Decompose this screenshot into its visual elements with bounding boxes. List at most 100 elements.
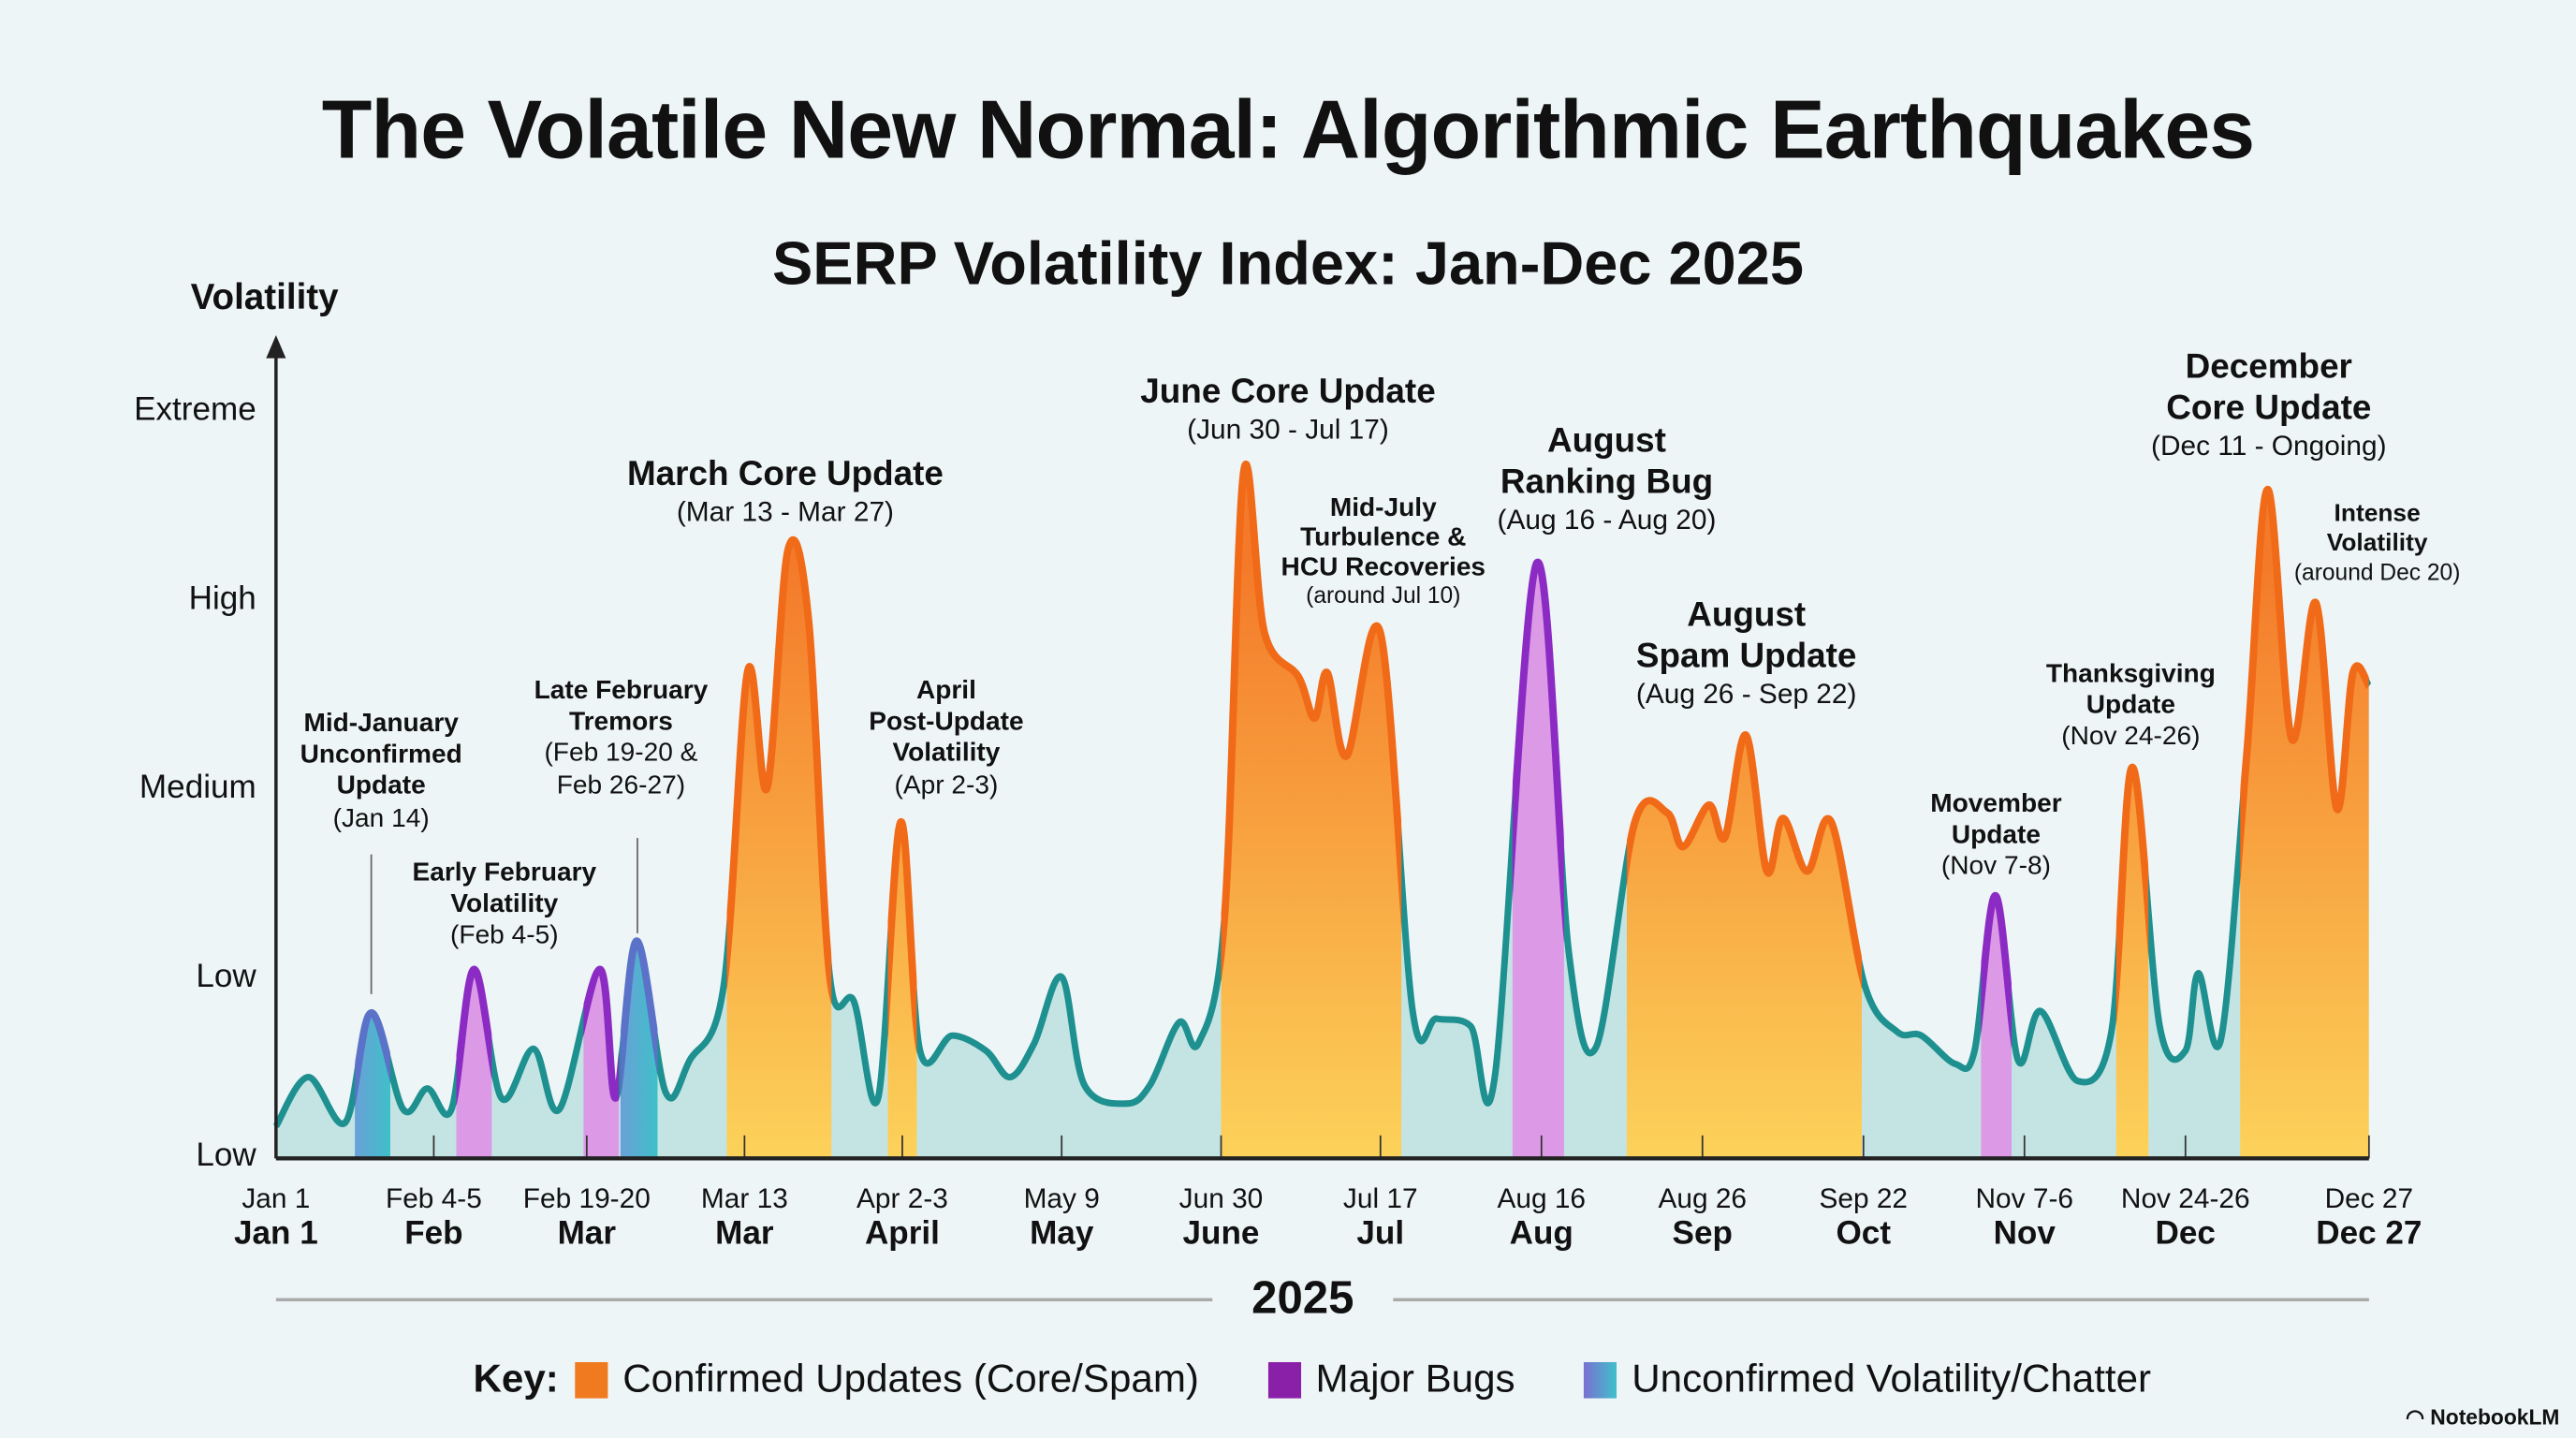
annotation-late-february: Late February Tremors (Feb 19-20 & Feb 2… [534,675,709,801]
annotation-title: Unconfirmed [300,741,462,770]
annotation-mid-july: Mid-July Turbulence & HCU Recoveries (ar… [1281,494,1486,609]
annotation-march-core: March Core Update (Mar 13 - Mar 27) [627,455,944,529]
band-bug [1981,463,2012,1159]
x-tick-date: Jan 1 [242,1182,311,1215]
annotation-title: HCU Recoveries [1281,553,1486,582]
x-tick-month: April [864,1215,940,1253]
annotation-title: Update [1951,821,2042,850]
annotation-title: Early February [412,858,597,888]
band-unconfirmed [355,463,390,1159]
x-tick-date: Dec 27 [2324,1182,2414,1215]
legend-label: Key: [473,1357,559,1402]
annotation-title: December [2185,348,2352,387]
x-tick-month: Mar [557,1215,617,1253]
annotation-date: (Nov 24-26) [2061,723,2201,752]
y-axis-label: Volatility [190,275,339,317]
annotation-intense-volatility: Intense Volatility (around Dec 20) [2294,500,2461,587]
annotation-title: Update [2086,692,2175,721]
annotation-date: (Nov 7-8) [1940,853,2051,882]
annotation-june-core: June Core Update (Jun 30 - Jul 17) [1140,373,1435,447]
annotation-mid-january: Mid-January Unconfirmed Update (Jan 14) [300,708,462,834]
annotation-date: (Jun 30 - Jul 17) [1187,413,1389,446]
x-tick-month: Aug [1509,1215,1573,1253]
annotation-title: Volatility [2326,529,2428,557]
x-tick-month: Feb [404,1215,463,1253]
x-tick-date: Feb 4-5 [385,1182,482,1215]
x-tick-date: Apr 2-3 [856,1182,948,1215]
x-tick-month: Dec 27 [2316,1215,2422,1253]
annotation-august-spam: August Spam Update (Aug 26 - Sep 22) [1636,596,1857,711]
notebooklm-icon: ◠ [2406,1404,2431,1430]
watermark-text: NotebookLM [2430,1404,2560,1430]
chart-title: SERP Volatility Index: Jan-Dec 2025 [771,229,1805,298]
annotation-title: Update [336,772,426,801]
y-tick-label: Low [196,1137,256,1175]
legend: Key: Confirmed Updates (Core/Spam) Major… [473,1357,2151,1403]
year-divider-right [1393,1298,2369,1302]
annotation-title: Thanksgiving [2045,660,2216,689]
annotation-title: Mid-July [1329,494,1437,523]
annotation-title: March Core Update [626,455,944,493]
annotation-title: Tremors [569,708,673,737]
x-tick-date: Jul 17 [1342,1182,1418,1215]
annotation-title: Spam Update [1635,637,1857,675]
annotation-date: (around Jul 10) [1306,581,1461,609]
y-tick-label: Extreme [134,391,256,429]
annotation-movember: Movember Update (Nov 7-8) [1930,788,2061,883]
x-tick-date: Aug 26 [1658,1182,1748,1215]
annotation-title: Late February [534,677,709,705]
y-axis-arrow-icon [266,335,286,359]
annotation-title: Ranking Bug [1500,462,1714,501]
annotation-date: (Dec 11 - Ongoing) [2151,430,2387,462]
annotation-title: Volatility [892,740,1001,769]
annotation-date: (Apr 2-3) [894,771,999,800]
annotation-date: (Mar 13 - Mar 27) [676,495,894,527]
x-tick-month: June [1182,1215,1260,1253]
annotation-title: August [1547,422,1666,461]
annotation-april: April Post-Update Volatility (Apr 2-3) [869,675,1023,801]
annotation-august-bug: August Ranking Bug (Aug 16 - Aug 20) [1498,422,1717,536]
x-tick-month: Nov [1993,1215,2056,1253]
y-tick-label: Medium [139,770,256,806]
annotation-title: Mid-January [303,710,459,739]
y-tick-label: High [188,580,256,618]
annotation-title: Core Update [2166,389,2372,427]
annotation-date: (Aug 16 - Aug 20) [1497,503,1717,536]
x-tick-date: May 9 [1023,1182,1100,1215]
annotation-date: (Jan 14) [332,804,430,833]
annotation-thanksgiving: Thanksgiving Update (Nov 24-26) [2046,659,2216,754]
annotation-date: (Feb 4-5) [450,922,559,951]
annotation-date: Feb 26-27) [556,771,686,800]
x-tick-date: Nov 24-26 [2120,1182,2250,1215]
x-tick-date: Feb 19-20 [522,1182,651,1215]
annotation-title: Intense [2334,499,2421,528]
x-tick-month: Dec [2155,1215,2216,1253]
x-tick-month: Oct [1836,1215,1892,1253]
x-tick-month: Jul [1356,1215,1405,1253]
x-tick-month: Mar [715,1215,774,1253]
annotation-december-core: December Core Update (Dec 11 - Ongoing) [2151,348,2387,462]
annotation-title: April [915,677,976,705]
x-tick-month: Sep [1672,1215,1733,1253]
legend-swatch-confirmed [575,1361,608,1399]
annotation-date: (around Dec 20) [2293,558,2461,585]
legend-item-confirmed: Confirmed Updates (Core/Spam) [622,1357,1199,1402]
x-tick-date: Mar 13 [700,1182,788,1215]
x-tick-month: Jan 1 [233,1215,318,1253]
legend-swatch-bugs [1267,1361,1301,1399]
legend-item-unconfirmed: Unconfirmed Volatility/Chatter [1632,1357,2152,1402]
x-tick-date: Aug 16 [1497,1182,1587,1215]
page-title: The Volatile New Normal: Algorithmic Ear… [321,83,2255,176]
annotation-date: (Aug 26 - Sep 22) [1635,678,1857,710]
y-tick-label: Low [196,959,256,995]
x-axis-label: 2025 [1251,1271,1354,1323]
annotation-title: June Core Update [1140,373,1436,411]
notebooklm-logo: ◠ NotebookLM [2406,1405,2559,1431]
x-tick-month: May [1030,1215,1094,1253]
annotation-title: Post-Update [869,708,1024,737]
x-tick-date: Nov 7-6 [1975,1182,2073,1215]
annotation-title: Volatility [450,890,559,919]
annotation-title: Movember [1930,790,2062,819]
